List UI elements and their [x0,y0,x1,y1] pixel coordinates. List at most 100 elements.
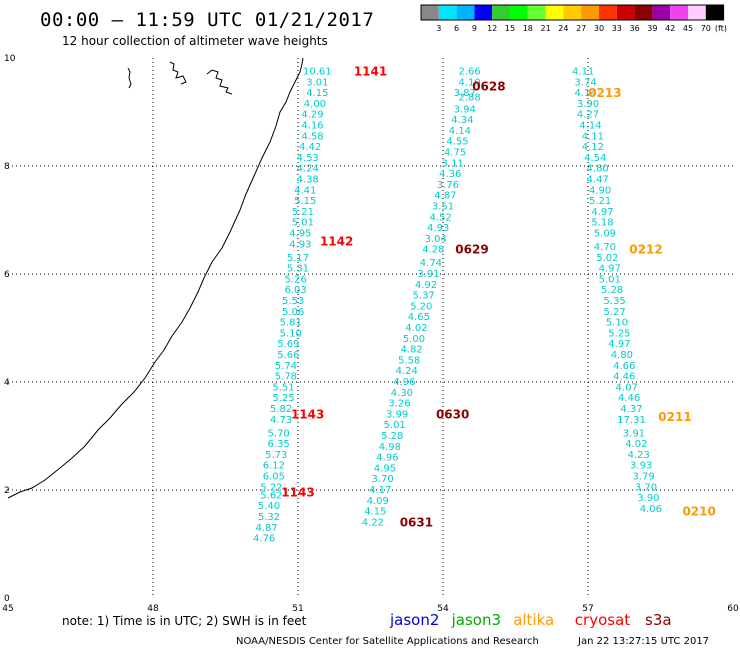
colorbar-swatch [616,5,635,20]
altimeter-tracks: 10.613.014.154.004.294.164.584.424.534.2… [253,65,716,545]
swh-value-label: 5.21 [589,196,611,207]
colorbar-swatch [474,5,493,20]
track-0629: 0629 [455,243,488,257]
swh-value-label: 3.70 [635,482,657,493]
track-0210: 0210 [682,505,715,519]
swh-value-label: 4.22 [362,517,384,528]
colorbar-tick-label: 21 [541,24,551,33]
swh-value-label: 5.70 [268,428,290,439]
swh-value-label: 5.27 [603,307,625,318]
pass-label: 0631 [400,515,433,529]
swh-value-label: 4.93 [289,239,311,250]
swh-value-label: 5.73 [265,450,287,461]
swh-value-label: 5.20 [410,301,432,312]
swh-value-label: 3.04 [425,234,447,245]
swh-value-label: 4.11 [572,67,594,78]
swh-value-label: 5.32 [258,512,280,523]
colorbar-swatch [599,5,617,20]
swh-value-label: 4.23 [628,450,650,461]
swh-value-label: 2.66 [458,67,480,78]
swh-value-label: 4.09 [367,496,389,507]
pass-label: 1142 [320,235,353,249]
satellite-legend-item: cryosat [575,611,630,629]
swh-value-label: 4.15 [364,507,386,518]
swh-value-label: 3.91 [417,269,439,280]
swh-value-label: 5.37 [413,291,435,302]
swh-value-label: 4.46 [613,372,635,383]
swh-value-label: 5.28 [381,431,403,442]
swh-value-label: 10.61 [303,67,332,78]
colorbar-swatch [456,5,475,20]
swh-value-label: 5.10 [280,328,302,339]
y-tick-label: 10 [4,54,16,64]
colorbar-tick-label: 45 [683,24,693,33]
colorbar-tick-label: 12 [487,24,497,33]
swh-value-label: 4.80 [611,350,633,361]
swh-value-label: 5.28 [601,285,623,296]
swh-value-label: 17.31 [617,415,646,426]
track-0213: 4.113.744.143.904.274.144.114.124.544.80… [572,67,662,515]
swh-value-label: 4.12 [582,142,604,153]
colorbar-tick-label: 24 [558,24,568,33]
colorbar-swatch [581,5,599,20]
swh-value-label: 5.01 [599,274,621,285]
colorbar-swatch [492,5,510,20]
swh-value-label: 3.93 [630,461,652,472]
grid-lines [8,58,733,598]
swh-value-label: 4.80 [587,164,609,175]
swh-value-label: 4.24 [396,366,418,377]
track-1143b: 1143 [281,486,314,500]
footer-credit: NOAA/NESDIS Center for Satellite Applica… [236,636,539,647]
swh-value-label: 5.66 [277,350,299,361]
swh-value-label: 5.40 [258,501,280,512]
x-tick-label: 54 [437,604,449,614]
colorbar-tick-label: 18 [523,24,533,33]
swh-value-label: 5.17 [287,253,309,264]
swh-value-label: 4.65 [408,312,430,323]
swh-value-label: 4.06 [640,504,662,515]
colorbar-swatch [527,5,546,20]
colorbar-tick-label: 70 [701,24,711,33]
swh-value-label: 5.25 [608,328,630,339]
swh-value-label: 4.54 [584,153,606,164]
colorbar-frame [420,4,725,21]
pass-label: 0629 [455,243,488,257]
colorbar-tick-label: 30 [594,24,604,33]
swh-value-label: 4.29 [301,110,323,121]
swh-value-label: 4.97 [599,264,621,275]
swh-value-label: 3.99 [386,409,408,420]
swh-value-label: 3.90 [637,493,659,504]
swh-value-label: 4.96 [393,377,415,388]
swh-value-label: 3.79 [632,472,654,483]
swh-value-label: 4.16 [301,121,323,132]
swh-value-label: 4.11 [582,131,604,142]
colorbar-swatch [705,5,724,20]
colorbar-tick-label: 39 [647,24,657,33]
swh-value-label: 6.35 [268,439,290,450]
satellite-legend-item: jason3 [451,611,501,629]
swh-value-label: 4.17 [369,485,391,496]
swh-value-label: 5.51 [272,382,294,393]
swh-value-label: 5.00 [403,334,425,345]
swh-value-label: 4.90 [589,185,611,196]
swh-value-label: 4.42 [299,142,321,153]
satellite-legend-item: s3a [645,611,672,629]
pass-label: 0213 [588,86,621,100]
swh-value-label: 4.98 [379,442,401,453]
swh-value-label: 4.24 [297,164,319,175]
swh-value-label: 4.97 [591,207,613,218]
swh-value-label: 4.82 [400,345,422,356]
swh-value-label: 5.74 [275,361,297,372]
track-1142: 1142 [320,235,353,249]
x-tick-label: 60 [727,604,739,614]
swh-value-label: 6.05 [263,472,285,483]
swh-value-label: 5.58 [398,355,420,366]
track-0212: 0212 [629,243,662,257]
swh-value-label: 4.07 [616,382,638,393]
pass-label: 1143 [291,407,324,421]
colorbar-tick-label: 6 [454,24,459,33]
colorbar-tick-label: 9 [472,24,477,33]
swh-value-label: 6.12 [263,461,285,472]
colorbar-tick-label: 27 [576,24,586,33]
y-tick-label: 2 [4,486,10,496]
